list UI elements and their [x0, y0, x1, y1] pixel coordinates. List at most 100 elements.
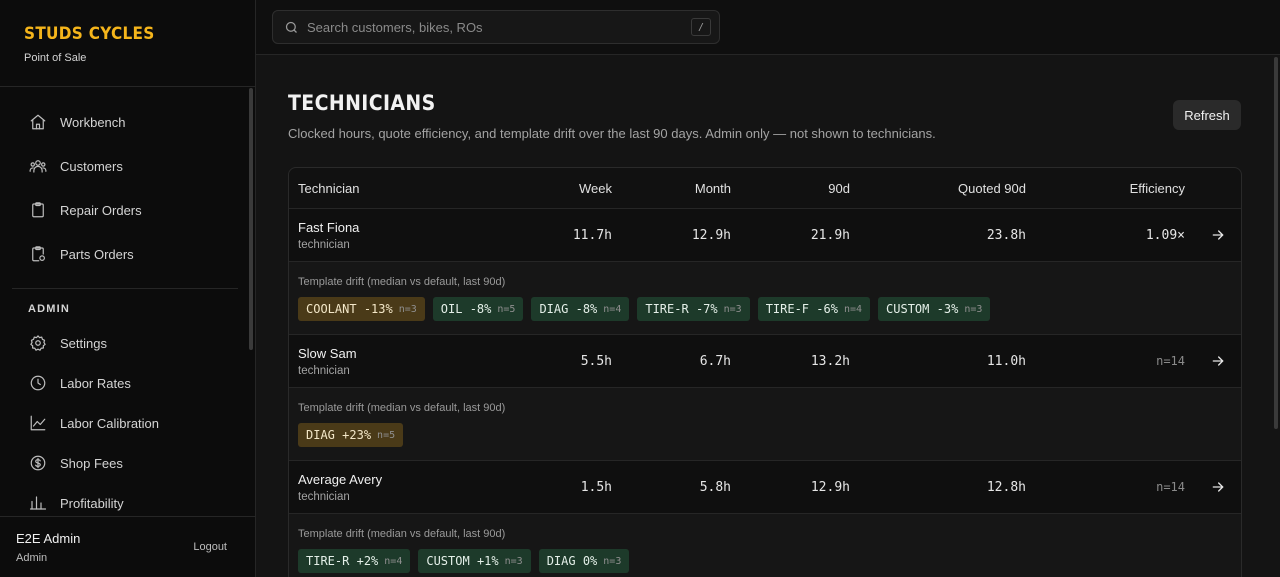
- search-bar[interactable]: /: [272, 10, 720, 44]
- technicians-table: Technician Week Month 90d Quoted 90d Eff…: [288, 167, 1242, 577]
- main-scrollbar[interactable]: [1274, 57, 1278, 429]
- drift-chip: CUSTOM +1% n=3: [418, 549, 531, 573]
- sidebar-item-labor-rates[interactable]: Labor Rates: [12, 363, 238, 403]
- month-hours: 6.7h: [699, 353, 731, 369]
- template-drift-panel: Template drift (median vs default, last …: [289, 514, 1241, 577]
- drift-pct: -7%: [695, 302, 718, 316]
- drift-n: n=3: [723, 303, 742, 315]
- arrow-right-icon[interactable]: [1210, 461, 1226, 513]
- sidebar-item-shop-fees[interactable]: Shop Fees: [12, 443, 238, 483]
- arrow-right-icon[interactable]: [1210, 335, 1226, 387]
- drift-pct: +1%: [476, 554, 499, 568]
- drift-pct: -3%: [936, 302, 959, 316]
- drift-chip: DIAG -8% n=4: [531, 297, 630, 321]
- drift-n: n=4: [843, 303, 863, 315]
- drift-code: CUSTOM: [426, 554, 470, 568]
- drift-n: n=3: [964, 303, 983, 315]
- drift-pct: 0%: [582, 554, 598, 568]
- sidebar-item-label: Profitability: [60, 495, 124, 511]
- drift-code: DIAG: [539, 302, 569, 316]
- drift-code: DIAG: [306, 428, 335, 442]
- sidebar: STUDS CYCLES Point of Sale Workbench Cus…: [0, 0, 256, 577]
- drift-chip: DIAG 0% n=3: [538, 549, 630, 573]
- sidebar-scrollbar[interactable]: [249, 88, 253, 350]
- drift-code: TIRE-R: [645, 302, 689, 316]
- week-hours: 11.7h: [572, 227, 612, 243]
- drift-pct: +2%: [356, 554, 379, 568]
- sidebar-item-parts-orders[interactable]: Parts Orders: [12, 232, 238, 276]
- 90d-hours: 13.2h: [810, 353, 850, 369]
- drift-chips: COOLANT -13% n=3 OIL -8% n=5 DIAG -8% n=4 T…: [298, 297, 1232, 321]
- template-drift-panel: Template drift (median vs default, last …: [289, 262, 1241, 335]
- drift-label: Template drift (median vs default, last …: [298, 402, 506, 414]
- sidebar-nav: Workbench Customers Repair Orders Parts …: [12, 100, 238, 523]
- sidebar-item-labor-calibration[interactable]: Labor Calibration: [12, 403, 238, 443]
- drift-n: n=3: [398, 303, 417, 315]
- drift-chip: TIRE-R -7% n=3: [637, 297, 750, 321]
- arrow-right-icon[interactable]: [1210, 209, 1226, 261]
- users-icon: [28, 156, 48, 176]
- template-drift-panel: Template drift (median vs default, last …: [289, 388, 1241, 461]
- line-chart-icon: [28, 413, 48, 433]
- drift-code: DIAG: [546, 554, 576, 568]
- refresh-button[interactable]: Refresh: [1173, 100, 1241, 130]
- week-hours: 1.5h: [580, 479, 612, 495]
- sidebar-item-workbench[interactable]: Workbench: [12, 100, 238, 144]
- user-footer: E2E Admin Admin Logout: [0, 516, 255, 577]
- search-icon: [285, 21, 297, 33]
- column-header-month: Month: [694, 180, 731, 196]
- drift-n: n=5: [377, 429, 396, 441]
- brand: STUDS CYCLES Point of Sale: [0, 0, 255, 87]
- drift-pct: -6%: [816, 302, 838, 316]
- technician-name: Average Avery: [298, 471, 383, 487]
- 90d-hours: 12.9h: [810, 479, 850, 495]
- table-row[interactable]: Slow Sam technician 5.5h 6.7h 13.2h 11.0…: [289, 335, 1241, 388]
- drift-chips: TIRE-R +2% n=4 CUSTOM +1% n=3 DIAG 0% n=3: [298, 549, 1232, 573]
- technician-role: technician: [298, 238, 350, 251]
- table-row[interactable]: Average Avery technician 1.5h 5.8h 12.9h…: [289, 461, 1241, 514]
- sidebar-item-label: Labor Calibration: [60, 415, 160, 431]
- clock-icon: [28, 373, 48, 393]
- topbar: /: [256, 0, 1280, 55]
- column-header-quoted-90d: Quoted 90d: [958, 180, 1026, 196]
- technician-name: Fast Fiona: [298, 219, 360, 235]
- sidebar-item-settings[interactable]: Settings: [12, 323, 238, 363]
- drift-n: n=4: [384, 555, 403, 567]
- table-row[interactable]: Fast Fiona technician 11.7h 12.9h 21.9h …: [289, 209, 1241, 262]
- drift-n: n=3: [603, 555, 622, 567]
- efficiency-value: n=14: [1156, 480, 1185, 494]
- sidebar-item-label: Customers: [60, 158, 123, 174]
- admin-section-heading: ADMIN: [28, 303, 71, 315]
- technician-role: technician: [298, 364, 350, 377]
- search-input[interactable]: [307, 19, 691, 35]
- sidebar-item-repair-orders[interactable]: Repair Orders: [12, 188, 238, 232]
- drift-code: TIRE-F: [765, 302, 810, 316]
- clipboard-icon: [28, 200, 48, 220]
- user-name: E2E Admin: [16, 531, 81, 546]
- sidebar-item-label: Labor Rates: [60, 375, 131, 391]
- technician-cell: Slow Sam technician: [298, 335, 357, 387]
- brand-name: STUDS CYCLES: [24, 24, 155, 44]
- nav-divider: [12, 288, 238, 289]
- technician-cell: Average Avery technician: [298, 461, 382, 513]
- table-header: Technician Week Month 90d Quoted 90d Eff…: [289, 168, 1241, 209]
- logout-button[interactable]: Logout: [193, 541, 227, 553]
- page-title: TECHNICIANS: [288, 91, 436, 115]
- technician-role: technician: [298, 490, 350, 503]
- sidebar-item-label: Shop Fees: [60, 455, 123, 471]
- technician-cell: Fast Fiona technician: [298, 209, 359, 261]
- drift-pct: +23%: [342, 428, 372, 442]
- drift-pct: -13%: [363, 302, 393, 316]
- main-content: TECHNICIANS Clocked hours, quote efficie…: [256, 55, 1280, 577]
- drift-chip: OIL -8% n=5: [432, 297, 524, 321]
- gear-icon: [28, 333, 48, 353]
- drift-code: OIL: [440, 302, 463, 316]
- efficiency-value: 1.09×: [1145, 227, 1185, 243]
- technician-name: Slow Sam: [298, 345, 357, 361]
- drift-code: CUSTOM: [886, 302, 930, 316]
- search-shortcut-hint: /: [691, 18, 711, 36]
- sidebar-item-customers[interactable]: Customers: [12, 144, 238, 188]
- clipboard-check-icon: [28, 244, 48, 264]
- sidebar-item-profitability[interactable]: Profitability: [12, 483, 238, 523]
